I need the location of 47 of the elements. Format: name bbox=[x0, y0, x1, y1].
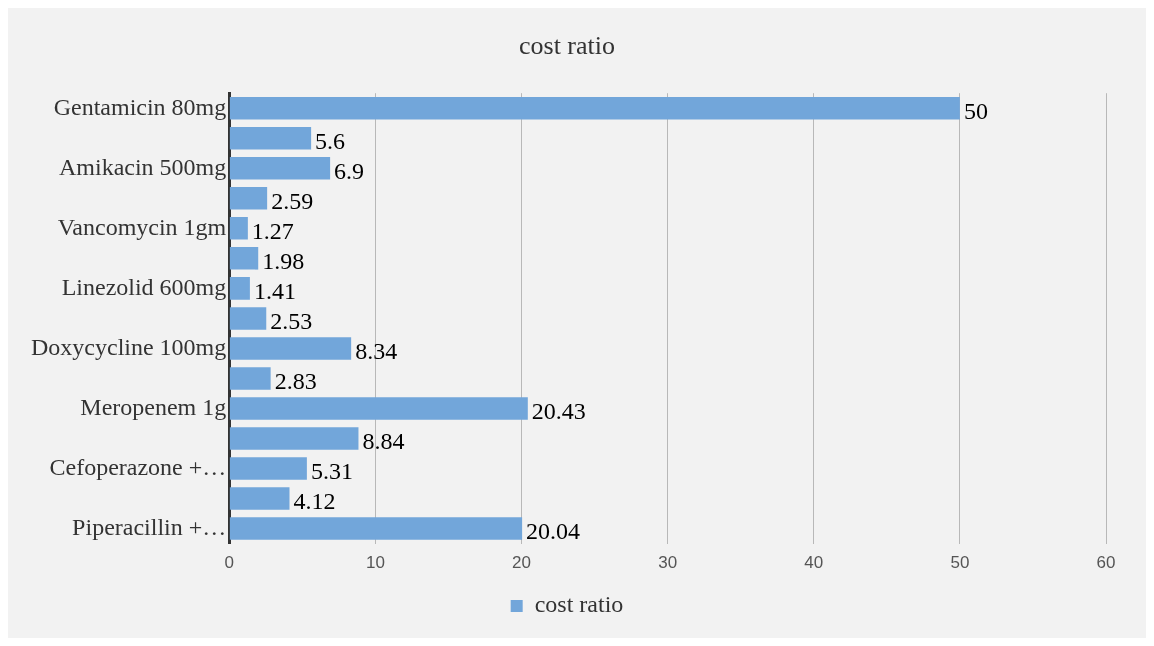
y-tick-label: Gentamicin 80mg bbox=[53, 93, 227, 120]
bar bbox=[229, 187, 268, 210]
y-tick-label: Linezolid 600mg bbox=[61, 273, 227, 300]
chart-title: cost ratio bbox=[518, 31, 616, 61]
data-label: 1.27 bbox=[251, 217, 294, 244]
x-tick-label: 0 bbox=[224, 553, 235, 573]
data-label: 50 bbox=[963, 97, 988, 124]
bar bbox=[229, 217, 248, 240]
x-tick-label: 30 bbox=[658, 553, 678, 573]
bar bbox=[229, 307, 267, 330]
bar bbox=[229, 337, 352, 360]
data-label: 2.59 bbox=[271, 187, 314, 214]
y-tick-label: Vancomycin 1gm bbox=[57, 213, 227, 240]
data-label: 2.83 bbox=[274, 367, 317, 394]
bar bbox=[229, 457, 307, 480]
legend-label: cost ratio bbox=[534, 591, 624, 618]
bar bbox=[229, 397, 528, 420]
data-label: 6.9 bbox=[334, 157, 365, 184]
data-label: 20.43 bbox=[531, 397, 586, 424]
x-tick-label: 50 bbox=[950, 553, 970, 573]
data-label: 1.98 bbox=[262, 247, 305, 274]
data-label: 4.12 bbox=[293, 487, 336, 514]
bar bbox=[229, 157, 331, 180]
bar bbox=[229, 367, 271, 390]
bar bbox=[229, 427, 359, 450]
data-label: 20.04 bbox=[526, 517, 581, 544]
y-tick-label: Amikacin 500mg bbox=[58, 153, 227, 180]
x-tick-label: 10 bbox=[365, 553, 385, 573]
data-label: 8.34 bbox=[355, 337, 398, 364]
bar bbox=[229, 247, 259, 270]
data-label: 5.6 bbox=[315, 127, 346, 154]
bar bbox=[229, 277, 250, 300]
y-tick-label: Cefoperazone +… bbox=[49, 453, 227, 480]
x-tick-label: 60 bbox=[1096, 553, 1116, 573]
y-tick-label: Meropenem 1g bbox=[80, 393, 227, 420]
bar bbox=[229, 517, 523, 540]
bar bbox=[229, 126, 312, 150]
y-tick-label: Piperacillin +… bbox=[72, 513, 227, 540]
bar bbox=[229, 96, 960, 120]
y-tick-label: Doxycycline 100mg bbox=[31, 333, 227, 360]
data-label: 8.84 bbox=[362, 427, 405, 454]
data-label: 2.53 bbox=[270, 307, 313, 334]
data-label: 1.41 bbox=[253, 277, 296, 304]
data-label: 5.31 bbox=[310, 457, 353, 484]
x-tick-label: 40 bbox=[804, 553, 824, 573]
x-tick-label: 20 bbox=[512, 553, 531, 573]
bar bbox=[229, 487, 290, 510]
